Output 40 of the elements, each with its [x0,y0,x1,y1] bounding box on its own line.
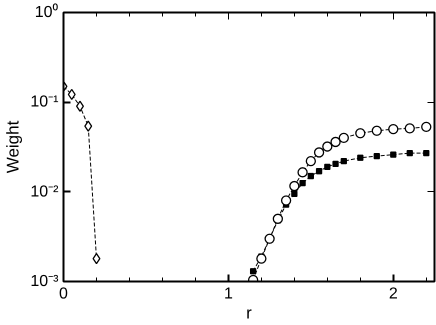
x-tick-label: 0 [59,286,68,302]
point [289,180,300,192]
point [322,141,332,152]
point [332,160,339,168]
point [330,136,341,148]
x-tick-label: 1 [224,286,233,302]
x-tick-label: 2 [388,286,398,302]
point [280,195,292,206]
point [390,151,396,158]
point [374,153,380,160]
point [421,122,432,132]
point [272,214,284,224]
point [84,120,92,132]
point [299,180,306,186]
point [291,190,298,197]
point [306,156,316,166]
y-axis-title: Weight [3,120,22,174]
point [297,167,308,178]
point [406,150,413,156]
point [388,124,398,134]
point [324,164,330,170]
point [316,168,322,174]
point [357,154,364,161]
point [338,132,349,143]
point [340,158,347,164]
point [404,123,415,134]
point [372,126,382,136]
point [250,268,256,274]
y-tick-label: 10⁻¹ [30,94,58,111]
point [423,150,430,156]
point [314,147,324,158]
y-tick-label: 10⁻² [30,183,60,200]
y-tick-label: 10⁻³ [30,273,60,290]
point [68,88,76,100]
point [92,252,100,264]
point [256,253,267,264]
point [308,172,314,180]
point [355,128,366,138]
y-tick-label: 10⁰ [34,3,58,21]
x-axis-title: r [246,304,252,322]
